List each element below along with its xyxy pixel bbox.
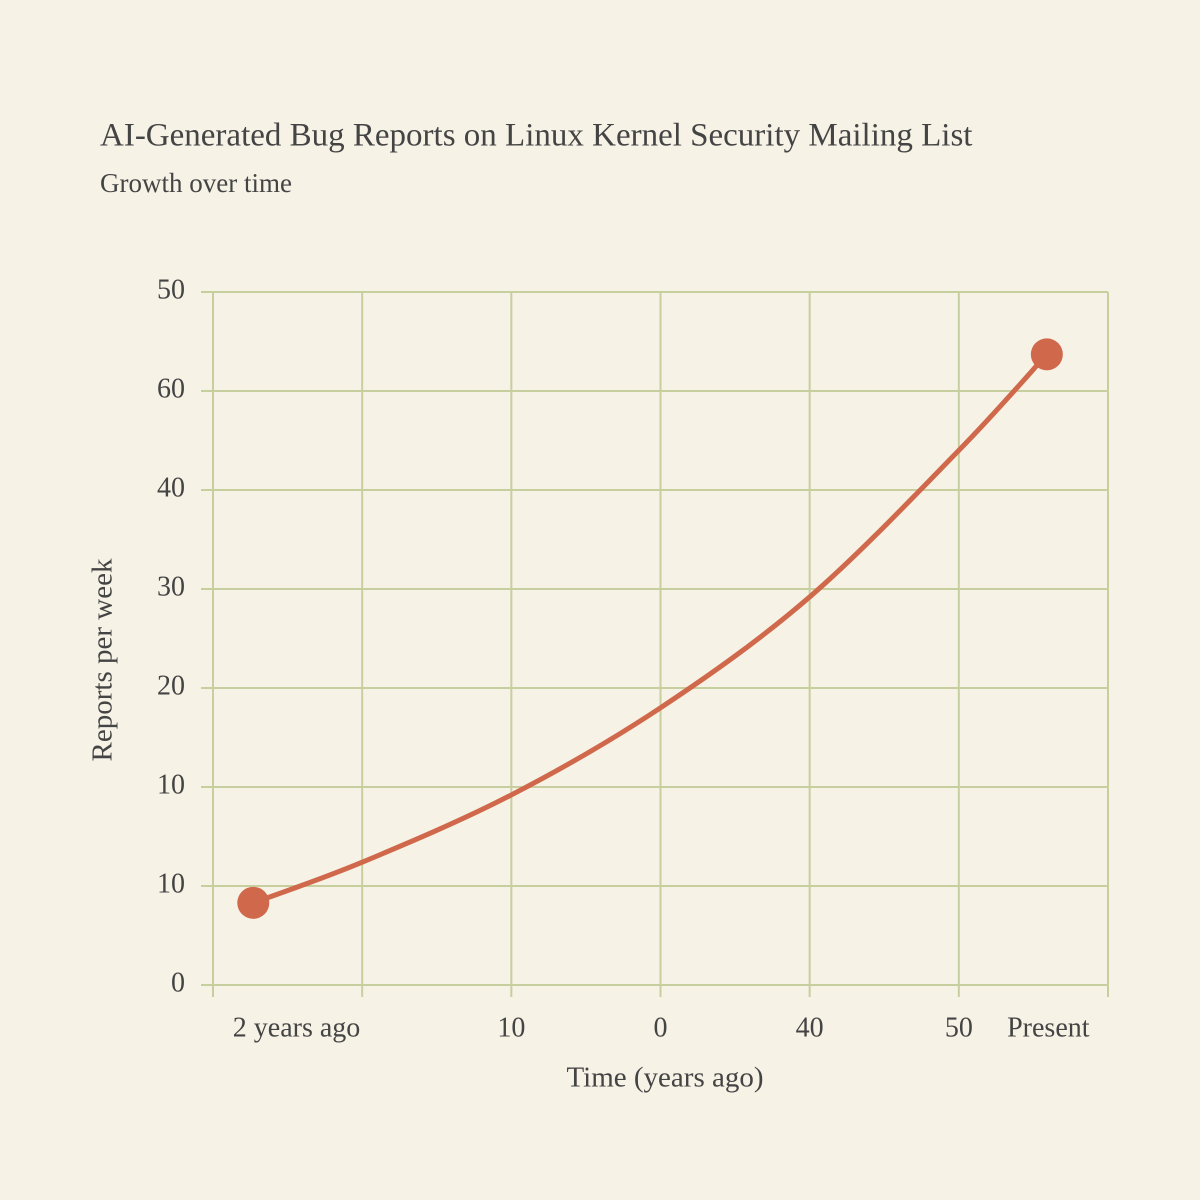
y-tick-label: 0 <box>171 967 185 998</box>
x-tick-label: 40 <box>796 1012 824 1043</box>
x-tick-label: Present <box>1007 1012 1090 1043</box>
x-tick-label: 50 <box>945 1012 973 1043</box>
y-tick-label: 50 <box>157 274 185 305</box>
y-tick-label: 30 <box>157 571 185 602</box>
x-tick-label: 0 <box>654 1012 668 1043</box>
y-tick-label: 10 <box>157 769 185 800</box>
y-tick-label: 10 <box>157 868 185 899</box>
data-point <box>1030 338 1063 371</box>
x-tick-label: 2 years ago <box>233 1012 361 1043</box>
data-line <box>250 351 1050 906</box>
x-tick-label: 10 <box>497 1012 525 1043</box>
y-tick-label: 40 <box>157 472 185 503</box>
y-tick-label: 20 <box>157 670 185 701</box>
y-tick-label: 60 <box>157 373 185 404</box>
x-axis-label: Time (years ago) <box>566 1062 763 1094</box>
y-axis-label: Reports per week <box>87 558 119 761</box>
chart-title: AI-Generated Bug Reports on Linux Kernel… <box>100 118 972 154</box>
chart-subtitle: Growth over time <box>100 168 292 198</box>
data-point <box>237 886 270 919</box>
